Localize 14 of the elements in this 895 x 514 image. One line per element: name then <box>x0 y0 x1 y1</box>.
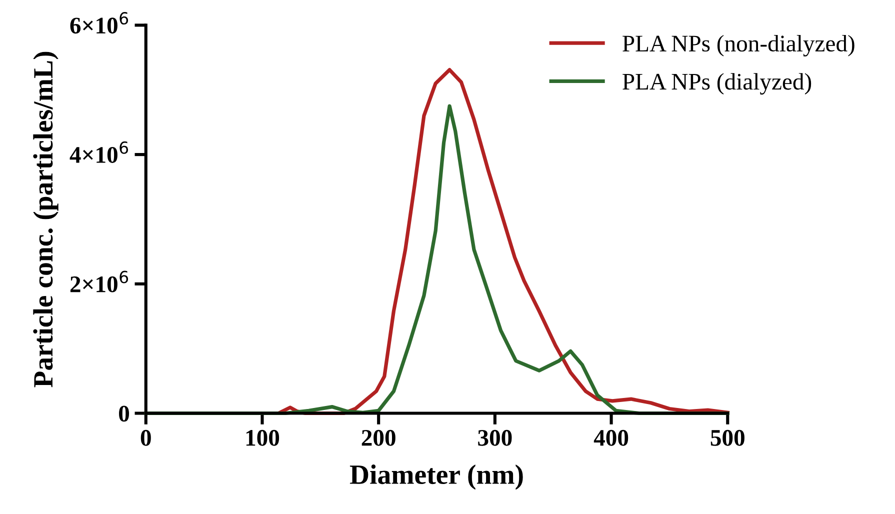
y-tick-label: 4×10$^{6}$ <box>70 141 128 163</box>
x-tick-label: 300 <box>478 430 512 446</box>
x-tick-label: 200 <box>362 430 396 446</box>
x-tick-label: 0 <box>140 430 151 446</box>
x-axis-title: Diameter (nm) <box>350 464 523 490</box>
y-axis-title: Particle conc. (particles/mL) <box>33 52 58 388</box>
y-tick-label: 2×10$^{6}$ <box>70 270 128 292</box>
legend-label: PLA NPs (non-dialyzed) <box>622 34 854 56</box>
y-tick-label: 6×10$^{6}$ <box>70 12 128 34</box>
x-tick-label: 500 <box>710 430 744 446</box>
x-tick-label: 100 <box>246 430 280 446</box>
legend-label: PLA NPs (dialyzed) <box>622 73 812 95</box>
y-tick-label: 0 <box>119 406 130 422</box>
x-tick-label: 400 <box>594 430 628 446</box>
